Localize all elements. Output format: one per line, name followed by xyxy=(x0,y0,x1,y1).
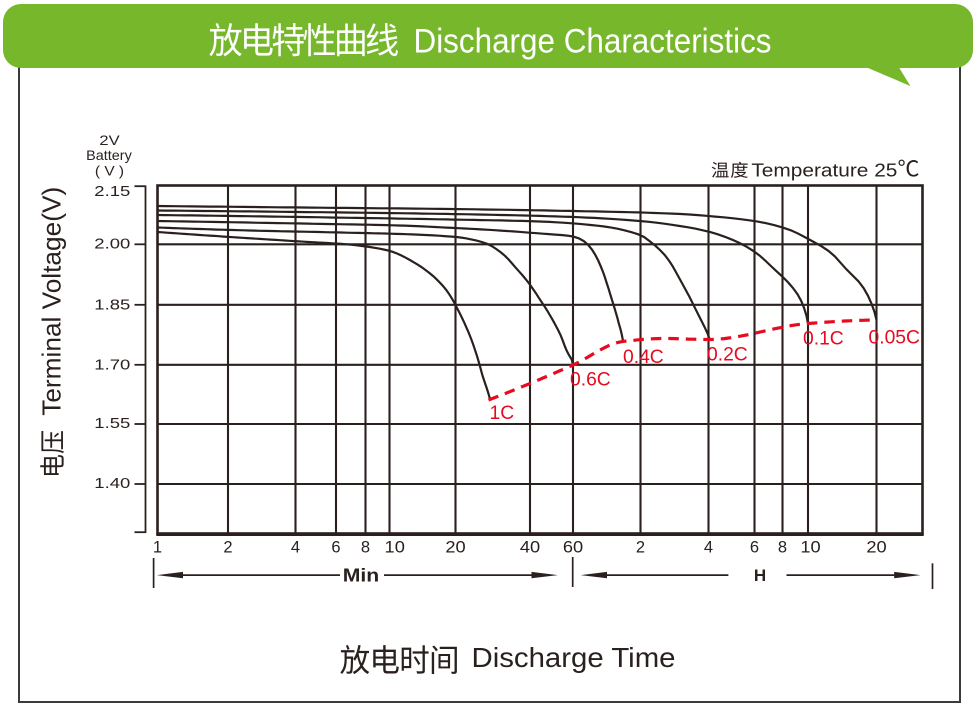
svg-text:Discharge Time: Discharge Time xyxy=(472,642,676,673)
svg-text:Terminal Voltage(V): Terminal Voltage(V) xyxy=(37,187,67,416)
svg-text:1.85: 1.85 xyxy=(94,298,130,314)
svg-text:2.15: 2.15 xyxy=(94,184,130,200)
svg-text:6: 6 xyxy=(331,538,340,556)
svg-text:2: 2 xyxy=(636,538,645,556)
svg-text:H: H xyxy=(754,566,766,585)
svg-text:2.00: 2.00 xyxy=(94,237,130,253)
svg-text:( V ): ( V ) xyxy=(95,163,124,179)
svg-text:Discharge Characteristics: Discharge Characteristics xyxy=(414,23,772,61)
svg-text:10: 10 xyxy=(800,538,820,556)
svg-text:2V: 2V xyxy=(99,132,120,148)
svg-text:60: 60 xyxy=(563,538,583,556)
svg-text:0.1C: 0.1C xyxy=(803,329,844,350)
svg-text:40: 40 xyxy=(520,538,540,556)
svg-text:0.6C: 0.6C xyxy=(570,370,611,391)
svg-text:8: 8 xyxy=(778,538,787,556)
svg-text:0.05C: 0.05C xyxy=(869,328,921,349)
svg-text:20: 20 xyxy=(445,538,465,556)
svg-text:1.70: 1.70 xyxy=(94,358,130,374)
svg-text:6: 6 xyxy=(750,538,759,556)
svg-text:1.40: 1.40 xyxy=(94,476,130,492)
svg-text:2: 2 xyxy=(223,538,232,556)
svg-text:4: 4 xyxy=(291,538,300,556)
svg-text:0.4C: 0.4C xyxy=(623,347,664,368)
svg-text:8: 8 xyxy=(361,538,370,556)
svg-text:Temperature 25: Temperature 25 xyxy=(751,159,897,180)
svg-text:4: 4 xyxy=(704,538,713,556)
svg-text:1: 1 xyxy=(153,538,162,556)
svg-text:20: 20 xyxy=(866,538,886,556)
svg-text:10: 10 xyxy=(385,538,405,556)
svg-text:1.55: 1.55 xyxy=(94,416,130,432)
svg-text:1C: 1C xyxy=(490,403,515,424)
svg-text:Battery: Battery xyxy=(86,147,132,163)
svg-text:0.2C: 0.2C xyxy=(707,345,748,366)
svg-text:Min: Min xyxy=(343,565,380,586)
